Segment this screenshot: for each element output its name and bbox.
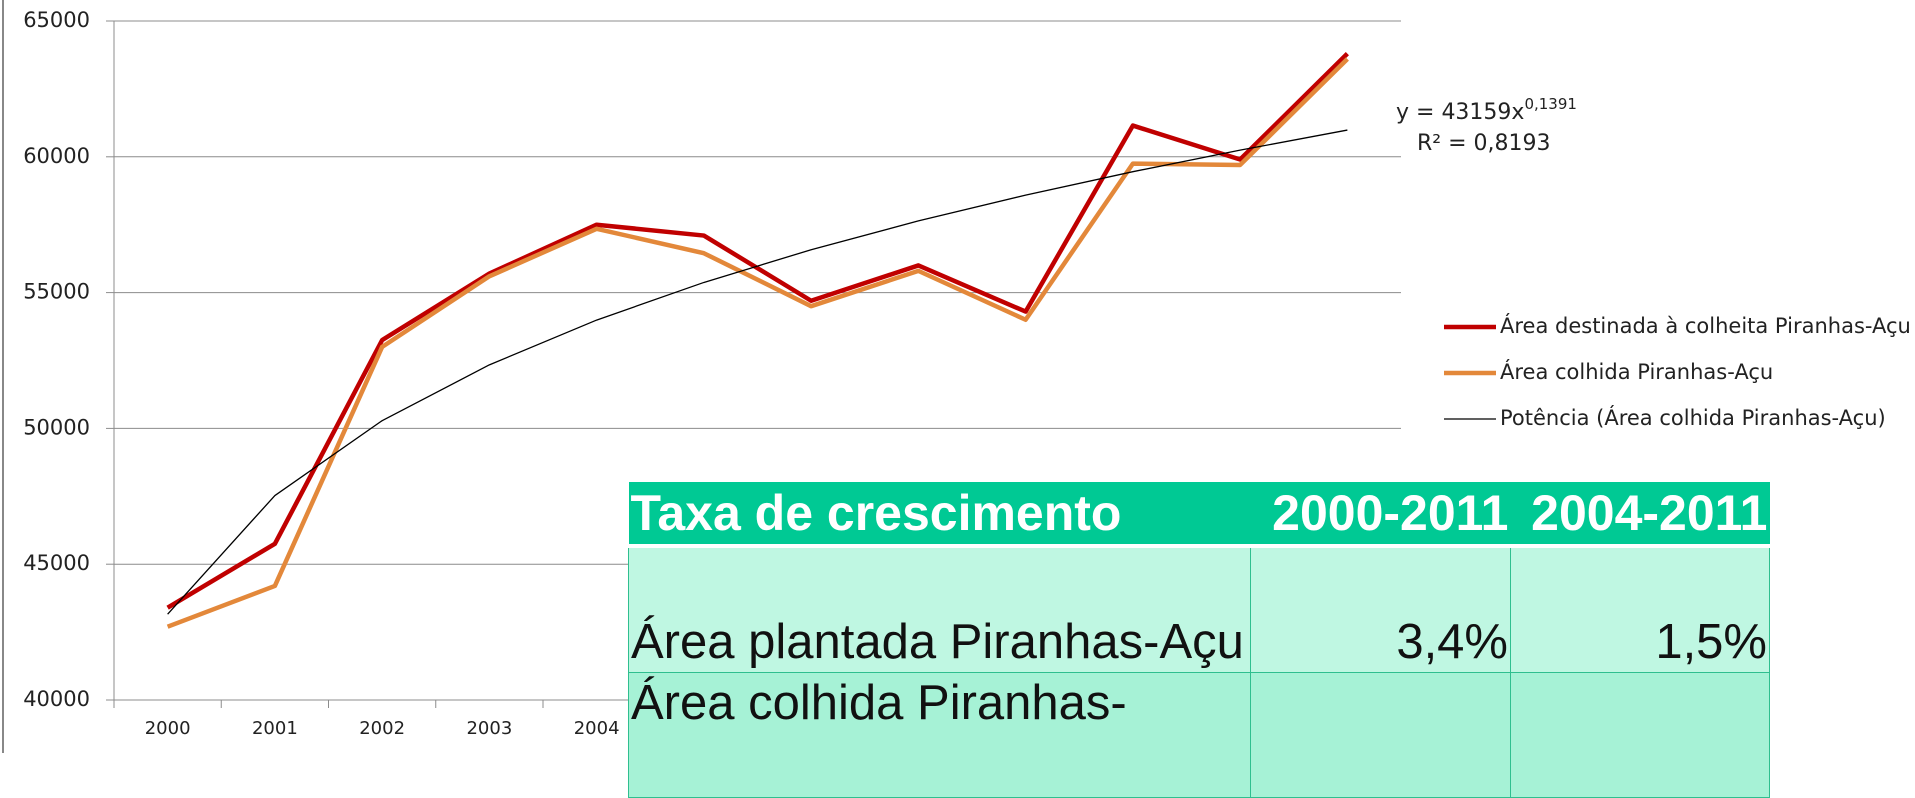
y-tick-label: 50000	[23, 415, 90, 439]
x-tick-label: 2001	[252, 718, 298, 739]
growth-table: Taxa de crescimento 2000-2011 2004-2011 …	[628, 482, 1770, 798]
cell	[1510, 672, 1770, 798]
x-tick-label: 2000	[145, 718, 191, 739]
equation-text: y = 43159x	[1396, 100, 1524, 125]
row-label: Área colhida Piranhas-	[628, 672, 1251, 798]
data-line	[166, 57, 1349, 629]
x-tick-label: 2002	[359, 718, 405, 739]
trend-equation: y = 43159x0,1391	[1396, 95, 1577, 126]
header-cell: 2000-2011	[1250, 482, 1511, 548]
row-label: Área plantada Piranhas-Açu	[628, 545, 1251, 673]
cell: 3,4%	[1250, 545, 1511, 673]
legend-label: Área colhida Piranhas-Açu	[1500, 359, 1773, 384]
equation-exponent: 0,1391	[1524, 95, 1577, 113]
header-cell: Taxa de crescimento	[628, 482, 1251, 548]
y-tick-label: 55000	[23, 280, 90, 304]
y-tick-label: 60000	[23, 144, 90, 168]
header-cell: 2004-2011	[1510, 482, 1770, 548]
legend-label: Potência (Área colhida Piranhas-Açu)	[1500, 405, 1886, 430]
y-tick-label: 65000	[23, 8, 90, 32]
table-header: Taxa de crescimento 2000-2011 2004-2011	[628, 482, 1770, 548]
cell	[1250, 672, 1511, 798]
legend-label: Área destinada à colheita Piranhas-Açu	[1500, 313, 1911, 338]
y-tick-label: 45000	[23, 551, 90, 575]
r-squared: R² = 0,8193	[1417, 131, 1551, 156]
table-row: Área plantada Piranhas-Açu 3,4% 1,5%	[628, 545, 1770, 673]
data-line	[166, 51, 1349, 610]
trend-line	[167, 129, 1348, 615]
y-tick-label: 40000	[23, 687, 90, 711]
x-tick-label: 2004	[574, 718, 620, 739]
cell: 1,5%	[1510, 545, 1770, 673]
x-tick-label: 2003	[466, 718, 512, 739]
table-row: Área colhida Piranhas-	[628, 672, 1770, 798]
